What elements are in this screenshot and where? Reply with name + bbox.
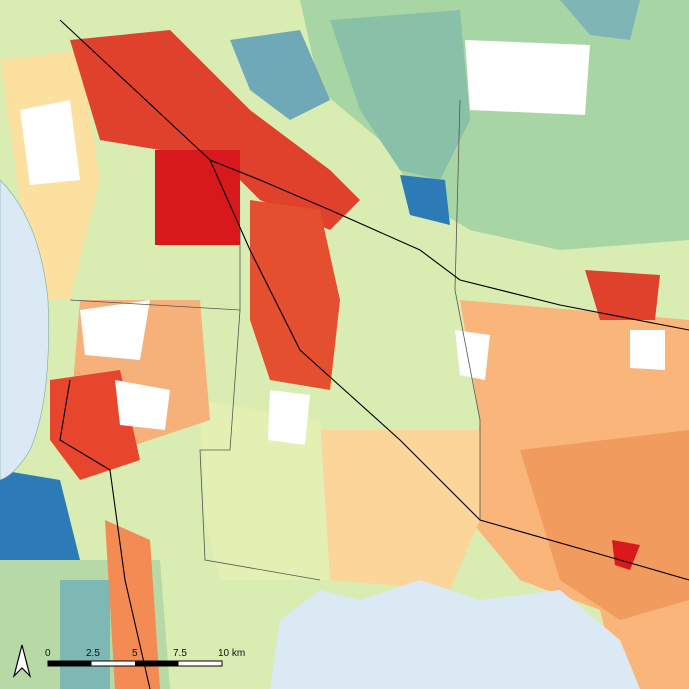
region-red: [250, 200, 340, 390]
scale-label: 5: [132, 648, 138, 659]
region-light-orange: [300, 430, 480, 590]
no-data: [115, 380, 170, 430]
scale-bar-segment: [135, 661, 179, 666]
region-teal: [330, 10, 470, 180]
region-teal: [560, 0, 640, 40]
no-data: [80, 300, 150, 360]
scale-label: 0: [45, 648, 51, 659]
no-data: [268, 390, 310, 445]
no-data: [630, 330, 665, 370]
scale-label: 10 km: [218, 648, 245, 659]
sea-water: [270, 580, 640, 689]
bay-water: [0, 179, 49, 481]
region-red: [585, 270, 660, 320]
region-red: [70, 30, 360, 230]
scale-bar-segment: [48, 661, 92, 666]
scale-label: 2.5: [86, 648, 100, 659]
region-teal: [230, 30, 330, 120]
region-teal: [60, 580, 110, 689]
boundaries: [69, 99, 481, 581]
scale-bar: 0 2.5 5 7.5 10 km: [45, 648, 245, 667]
region-dark-orange: [520, 430, 689, 620]
scale-label: 7.5: [173, 648, 187, 659]
region-blue: [400, 175, 450, 225]
region-red: [612, 540, 640, 570]
region-yellow-green: [200, 400, 330, 580]
rail-lines: [59, 19, 689, 689]
no-data: [455, 330, 490, 380]
no-data: [20, 100, 80, 185]
north-arrow: [12, 644, 32, 678]
region-blue: [0, 470, 80, 570]
no-data: [465, 40, 590, 115]
region-orange: [105, 520, 160, 689]
